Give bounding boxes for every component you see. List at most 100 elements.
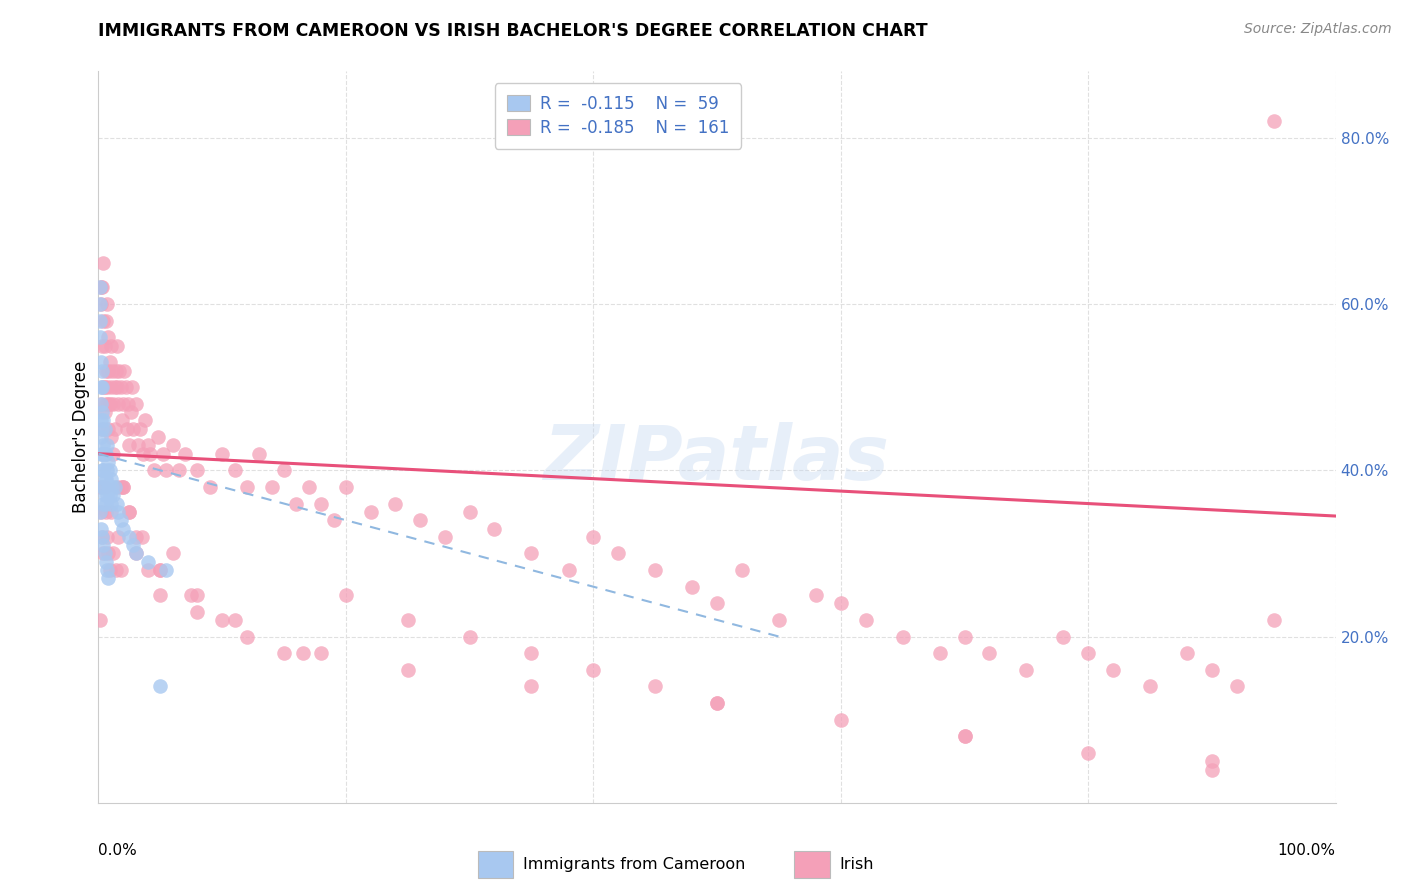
Point bbox=[91, 422, 114, 436]
Text: ZIPatlas: ZIPatlas bbox=[544, 422, 890, 496]
Point bbox=[118, 438, 141, 452]
Point bbox=[830, 713, 852, 727]
Point bbox=[273, 463, 295, 477]
Point bbox=[644, 680, 666, 694]
Point bbox=[115, 422, 138, 436]
Point bbox=[149, 563, 172, 577]
Point bbox=[98, 563, 121, 577]
Point bbox=[1052, 630, 1074, 644]
Point bbox=[91, 530, 114, 544]
Point bbox=[100, 338, 122, 352]
Point bbox=[93, 338, 115, 352]
Point bbox=[322, 513, 344, 527]
Point bbox=[91, 463, 114, 477]
Point bbox=[93, 255, 115, 269]
Point bbox=[105, 380, 128, 394]
Point bbox=[484, 521, 506, 535]
Point bbox=[167, 463, 190, 477]
Point bbox=[93, 463, 115, 477]
Point bbox=[136, 555, 159, 569]
Point bbox=[96, 530, 118, 544]
Point bbox=[100, 430, 122, 444]
Point bbox=[118, 505, 141, 519]
Point bbox=[105, 480, 128, 494]
Point bbox=[804, 588, 827, 602]
Point bbox=[91, 422, 114, 436]
Point bbox=[98, 355, 121, 369]
Point bbox=[97, 330, 120, 344]
Point bbox=[224, 463, 246, 477]
FancyBboxPatch shape bbox=[478, 851, 513, 878]
Point bbox=[1102, 663, 1125, 677]
Point bbox=[149, 588, 172, 602]
Point bbox=[112, 521, 135, 535]
Point bbox=[520, 646, 543, 660]
Point bbox=[89, 505, 111, 519]
Point bbox=[90, 297, 112, 311]
Point bbox=[94, 505, 117, 519]
Point bbox=[89, 314, 111, 328]
Text: Irish: Irish bbox=[839, 857, 875, 871]
Point bbox=[90, 521, 112, 535]
Point bbox=[93, 314, 115, 328]
Point bbox=[120, 405, 142, 419]
Point bbox=[706, 696, 728, 710]
Point bbox=[93, 538, 115, 552]
Point bbox=[89, 280, 111, 294]
Point bbox=[129, 422, 152, 436]
Point bbox=[1139, 680, 1161, 694]
Point bbox=[122, 538, 145, 552]
Point bbox=[681, 580, 703, 594]
Point bbox=[96, 438, 118, 452]
Point bbox=[103, 488, 125, 502]
Point bbox=[90, 280, 112, 294]
Point bbox=[1201, 663, 1223, 677]
Point bbox=[953, 630, 976, 644]
Point bbox=[174, 447, 197, 461]
Point bbox=[520, 546, 543, 560]
Point bbox=[101, 480, 124, 494]
Point bbox=[1077, 746, 1099, 760]
Point bbox=[90, 430, 112, 444]
Point bbox=[105, 497, 128, 511]
Point bbox=[247, 447, 270, 461]
Point bbox=[131, 530, 153, 544]
Point bbox=[155, 563, 177, 577]
Point bbox=[91, 480, 114, 494]
Point bbox=[1226, 680, 1249, 694]
Point bbox=[136, 438, 159, 452]
Point bbox=[93, 438, 115, 452]
Point bbox=[117, 397, 139, 411]
Point bbox=[93, 472, 115, 486]
Point bbox=[224, 613, 246, 627]
Point bbox=[97, 571, 120, 585]
Point bbox=[110, 380, 132, 394]
Point bbox=[96, 563, 118, 577]
Point bbox=[97, 422, 120, 436]
Point bbox=[94, 314, 117, 328]
Point bbox=[928, 646, 950, 660]
Point bbox=[107, 505, 129, 519]
Point bbox=[211, 613, 233, 627]
Point bbox=[98, 463, 121, 477]
Point bbox=[93, 422, 115, 436]
Text: 0.0%: 0.0% bbox=[98, 843, 138, 858]
Point bbox=[1201, 754, 1223, 768]
Point bbox=[768, 613, 790, 627]
Point bbox=[103, 480, 125, 494]
Point bbox=[89, 330, 111, 344]
Point bbox=[180, 588, 202, 602]
Point bbox=[953, 729, 976, 743]
Point bbox=[1263, 613, 1285, 627]
Point bbox=[96, 380, 118, 394]
Point bbox=[90, 355, 112, 369]
Point bbox=[731, 563, 754, 577]
Point bbox=[285, 497, 308, 511]
Point bbox=[211, 447, 233, 461]
Point bbox=[260, 480, 283, 494]
Point bbox=[93, 447, 115, 461]
Point bbox=[91, 380, 114, 394]
Point bbox=[110, 563, 132, 577]
Point bbox=[93, 413, 115, 427]
Point bbox=[409, 513, 432, 527]
